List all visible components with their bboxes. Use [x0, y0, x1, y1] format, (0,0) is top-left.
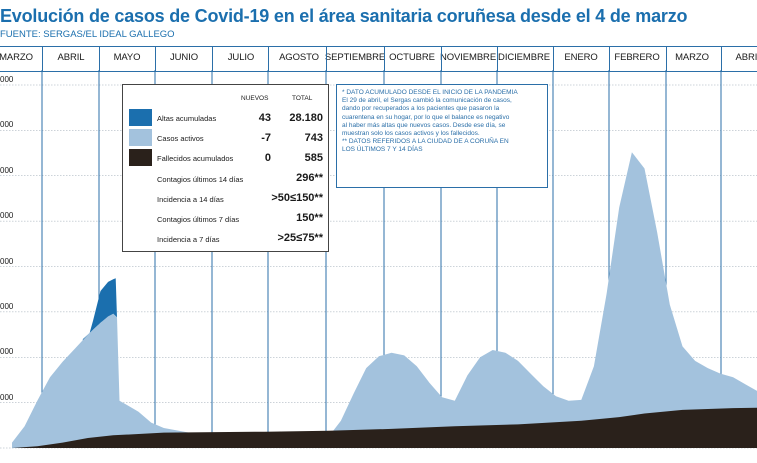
- note-line: cuarentena en su hogar, por lo que el ba…: [342, 113, 510, 121]
- note-line: El 29 de abril, el Sergas cambió la comu…: [342, 97, 512, 105]
- legend-total-value: 28.180: [289, 112, 323, 124]
- month-label: ABRIL: [735, 52, 757, 63]
- legend-total-value: 585: [304, 152, 323, 164]
- month-label: ENERO: [564, 52, 598, 63]
- legend-total-value: 743: [304, 132, 323, 144]
- y-tick-label: 000: [0, 301, 14, 311]
- month-divider: [42, 47, 43, 71]
- stat-value: >50≤150**: [271, 192, 323, 204]
- month-divider: [155, 47, 156, 71]
- legend-header-new: NUEVOS: [241, 95, 269, 102]
- month-label: OCTUBRE: [389, 52, 435, 63]
- month-divider: [268, 47, 269, 71]
- month-label: MARZO: [675, 52, 709, 63]
- legend-new-value: 0: [264, 152, 271, 164]
- month-label: NOVIEMBRE: [439, 52, 497, 63]
- month-divider: [721, 47, 722, 71]
- y-tick-label: 000: [0, 165, 14, 175]
- stat-label: Contagios últimos 14 días: [157, 175, 244, 184]
- month-label: AGOSTO: [279, 52, 319, 63]
- month-label: DICIEMBRE: [498, 52, 550, 63]
- month-divider: [497, 47, 498, 71]
- legend-box: NUEVOS TOTAL Altas acumuladas 43 28.180 …: [122, 84, 329, 252]
- month-label: FEBRERO: [614, 52, 660, 63]
- y-tick-label: 000: [0, 75, 14, 84]
- note-line: * DATO ACUMULADO DESDE EL INICIO DE LA P…: [342, 89, 518, 96]
- series-area-altas-acumuladas: [82, 278, 117, 358]
- note-line: al haber más altas que nuevos casos. Des…: [342, 121, 506, 129]
- legend-label: Casos activos: [157, 134, 204, 143]
- month-label: JULIO: [227, 52, 255, 63]
- month-divider: [326, 47, 327, 71]
- y-tick-label: 000: [0, 211, 14, 221]
- stat-value: 150**: [296, 212, 323, 224]
- month-divider: [609, 47, 610, 71]
- legend-label: Fallecidos acumulados: [157, 154, 234, 163]
- source-credit: FUENTE: SERGAS/EL IDEAL GALLEGO: [0, 29, 175, 40]
- note-line: LOS ÚLTIMOS 7 Y 14 DÍAS: [342, 146, 423, 154]
- month-divider: [212, 47, 213, 71]
- stat-value: >25≤75**: [277, 232, 324, 244]
- stat-value: 296**: [296, 172, 323, 184]
- legend-swatch-active: [129, 129, 152, 146]
- y-tick-label: 000: [0, 392, 14, 402]
- month-divider: [666, 47, 667, 71]
- stat-label: Incidencia a 7 días: [157, 235, 220, 244]
- legend-new-value: -7: [261, 132, 271, 144]
- month-divider: [441, 47, 442, 71]
- month-label: ABRIL: [57, 52, 85, 63]
- month-divider: [99, 47, 100, 71]
- legend-new-value: 43: [258, 112, 271, 124]
- month-label: MARZO: [0, 52, 33, 63]
- y-tick-label: 000: [0, 256, 14, 266]
- month-label: JUNIO: [169, 52, 199, 63]
- notes-box: * DATO ACUMULADO DESDE EL INICIO DE LA P…: [336, 84, 548, 188]
- y-tick-label: 000: [0, 120, 14, 130]
- y-tick-label: 000: [0, 347, 14, 357]
- month-divider: [553, 47, 554, 71]
- note-line: muestran solo los casos activos y los fa…: [342, 130, 480, 138]
- month-axis: MARZO ABRIL MAYO JUNIO JULIO AGOSTO SEPTIEMBRE…: [0, 46, 757, 72]
- note-line: dando por recuperados a los pacientes qu…: [342, 105, 500, 113]
- chart-title: Evolución de casos de Covid-19 en el áre…: [0, 6, 688, 26]
- month-label: SEPTIEMBRE: [324, 52, 386, 63]
- stat-label: Contagios últimos 7 días: [157, 215, 240, 224]
- stat-label: Incidencia a 14 días: [157, 195, 224, 204]
- legend-swatch-recovered: [129, 109, 152, 126]
- month-divider: [384, 47, 385, 71]
- month-label: MAYO: [113, 52, 141, 63]
- legend-swatch-deaths: [129, 149, 152, 166]
- legend-header-total: TOTAL: [292, 95, 313, 102]
- note-line: ** DATOS REFERIDOS A LA CIUDAD DE A CORU…: [342, 138, 509, 146]
- legend-label: Altas acumuladas: [157, 114, 217, 123]
- series-area-fallecidos-acumulados: [12, 407, 757, 448]
